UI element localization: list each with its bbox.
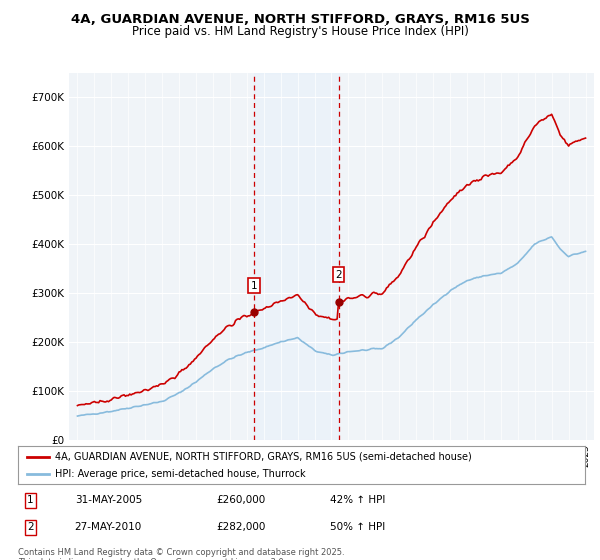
Text: 31-MAY-2005: 31-MAY-2005: [75, 495, 142, 505]
Text: 2: 2: [335, 270, 342, 280]
Text: Price paid vs. HM Land Registry's House Price Index (HPI): Price paid vs. HM Land Registry's House …: [131, 25, 469, 38]
Text: 27-MAY-2010: 27-MAY-2010: [75, 522, 142, 532]
Text: 50% ↑ HPI: 50% ↑ HPI: [330, 522, 385, 532]
Text: HPI: Average price, semi-detached house, Thurrock: HPI: Average price, semi-detached house,…: [55, 469, 305, 479]
Text: 1: 1: [251, 281, 257, 291]
Text: 4A, GUARDIAN AVENUE, NORTH STIFFORD, GRAYS, RM16 5US: 4A, GUARDIAN AVENUE, NORTH STIFFORD, GRA…: [71, 13, 529, 26]
Text: 42% ↑ HPI: 42% ↑ HPI: [330, 495, 385, 505]
Text: 2: 2: [27, 522, 34, 532]
Text: £282,000: £282,000: [217, 522, 266, 532]
Text: £260,000: £260,000: [217, 495, 266, 505]
Bar: [254, 73, 338, 440]
Text: 1: 1: [27, 495, 34, 505]
Text: Contains HM Land Registry data © Crown copyright and database right 2025.
This d: Contains HM Land Registry data © Crown c…: [18, 548, 344, 560]
Text: 4A, GUARDIAN AVENUE, NORTH STIFFORD, GRAYS, RM16 5US (semi-detached house): 4A, GUARDIAN AVENUE, NORTH STIFFORD, GRA…: [55, 452, 472, 462]
